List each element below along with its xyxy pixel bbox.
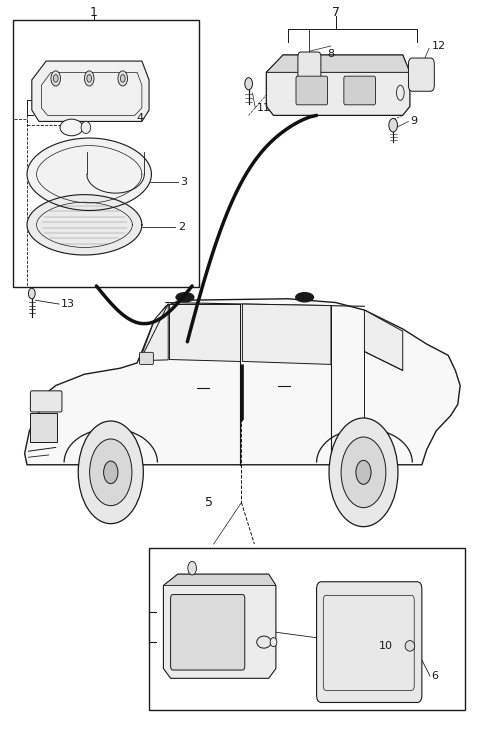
- Text: 9: 9: [410, 116, 417, 126]
- Polygon shape: [266, 55, 410, 116]
- Circle shape: [104, 461, 118, 484]
- Circle shape: [356, 460, 371, 485]
- Bar: [106, 84, 135, 105]
- Text: 7: 7: [332, 6, 340, 19]
- Polygon shape: [242, 304, 331, 364]
- Circle shape: [78, 421, 144, 524]
- Circle shape: [341, 437, 386, 507]
- Circle shape: [389, 119, 397, 132]
- Text: 3: 3: [180, 177, 187, 187]
- Polygon shape: [140, 304, 168, 361]
- Text: 2: 2: [178, 222, 185, 232]
- Text: 11: 11: [257, 103, 271, 113]
- Circle shape: [90, 439, 132, 506]
- Circle shape: [188, 562, 196, 575]
- Polygon shape: [364, 310, 403, 370]
- Text: 6: 6: [432, 671, 438, 681]
- Ellipse shape: [257, 636, 271, 648]
- Ellipse shape: [60, 119, 83, 136]
- FancyBboxPatch shape: [296, 76, 327, 105]
- Ellipse shape: [175, 292, 194, 302]
- Ellipse shape: [405, 640, 415, 651]
- FancyBboxPatch shape: [408, 58, 434, 91]
- Bar: [149, 548, 465, 710]
- Circle shape: [245, 78, 252, 90]
- FancyBboxPatch shape: [30, 391, 62, 412]
- Circle shape: [84, 71, 94, 86]
- Text: 1: 1: [90, 6, 98, 19]
- Bar: [30, 414, 57, 442]
- Polygon shape: [266, 55, 410, 73]
- Ellipse shape: [270, 637, 277, 646]
- Bar: [302, 82, 317, 89]
- Bar: [12, 20, 199, 287]
- Text: 5: 5: [205, 496, 213, 509]
- Polygon shape: [27, 194, 142, 255]
- Circle shape: [28, 288, 35, 299]
- FancyBboxPatch shape: [344, 76, 375, 105]
- Polygon shape: [27, 138, 152, 210]
- Polygon shape: [32, 61, 149, 122]
- Circle shape: [53, 75, 58, 82]
- Circle shape: [118, 71, 128, 86]
- Polygon shape: [163, 575, 276, 585]
- Polygon shape: [163, 575, 276, 678]
- Text: 10: 10: [379, 641, 393, 651]
- Polygon shape: [240, 364, 244, 423]
- FancyBboxPatch shape: [317, 582, 422, 702]
- Ellipse shape: [81, 122, 91, 134]
- Text: 8: 8: [327, 48, 335, 58]
- Circle shape: [87, 75, 92, 82]
- Text: 4: 4: [136, 113, 143, 122]
- Polygon shape: [24, 299, 460, 465]
- Circle shape: [120, 75, 125, 82]
- Polygon shape: [169, 304, 240, 361]
- Circle shape: [51, 71, 60, 86]
- Text: 12: 12: [432, 41, 445, 51]
- FancyBboxPatch shape: [140, 352, 154, 364]
- FancyBboxPatch shape: [170, 594, 245, 670]
- Circle shape: [329, 418, 398, 527]
- Ellipse shape: [295, 292, 314, 302]
- Text: 13: 13: [60, 299, 74, 309]
- FancyBboxPatch shape: [298, 52, 321, 88]
